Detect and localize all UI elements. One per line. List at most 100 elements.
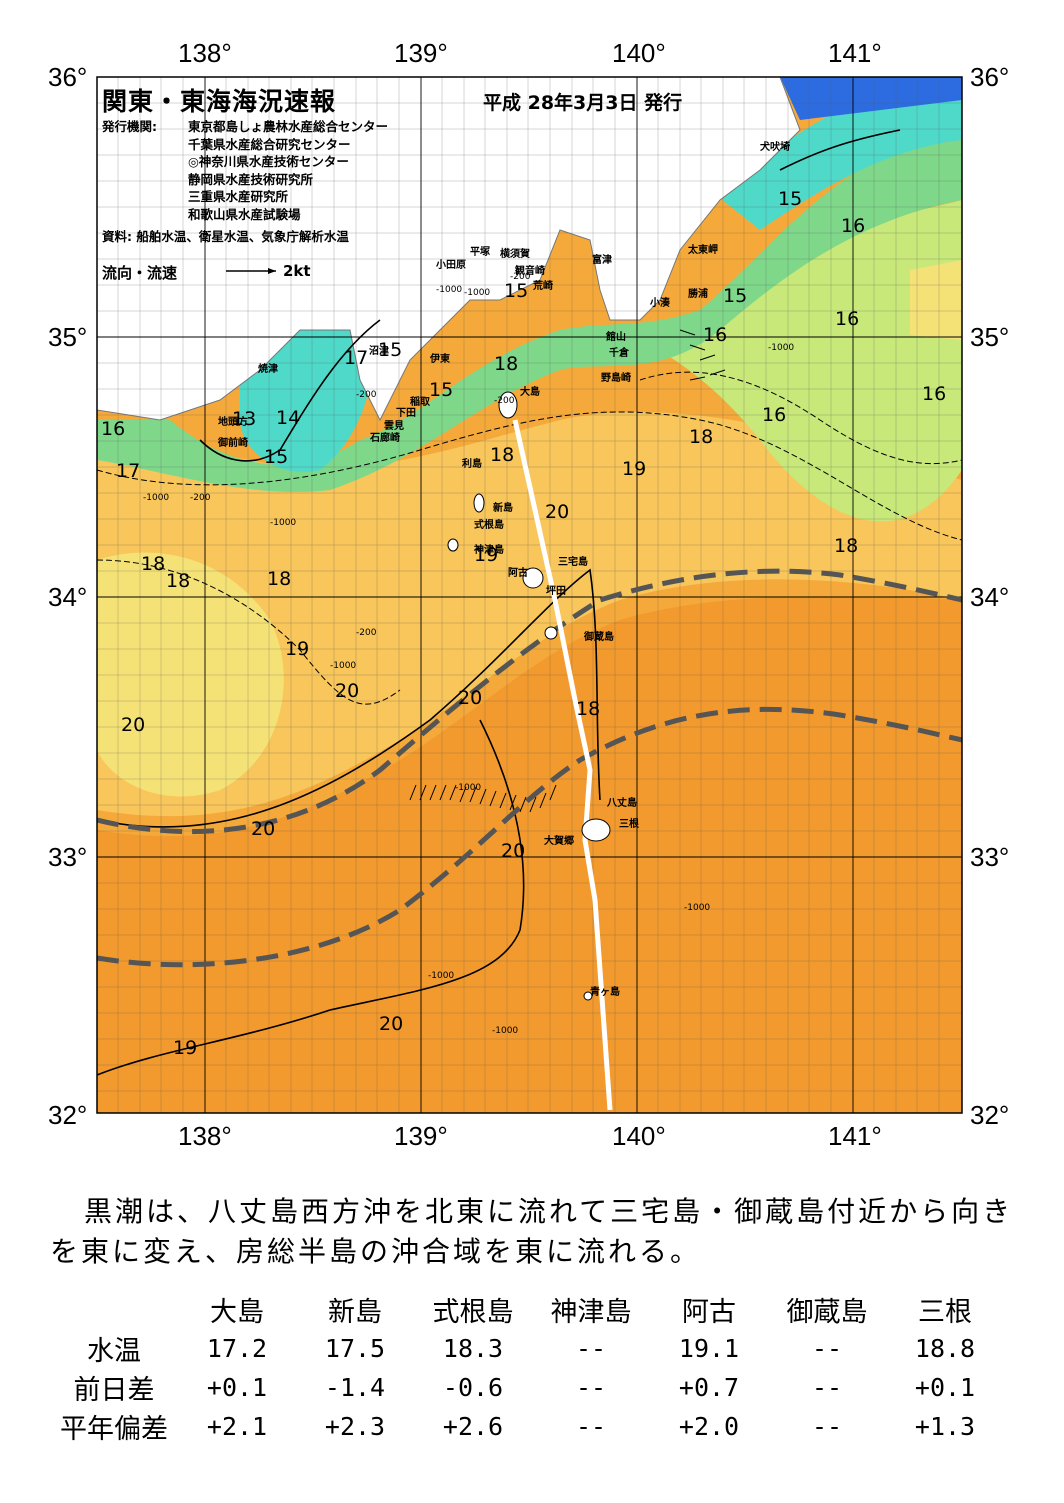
grid-lines [97, 77, 962, 1113]
place-label: 三根 [619, 817, 639, 830]
place-label: 小田原 [435, 258, 466, 271]
sea-temperature-map: 138° 139° 140° 141° 138° 139° 140° 141° … [48, 38, 1009, 1151]
depth-label: -1000 [436, 285, 462, 295]
place-label: 勝浦 [688, 287, 708, 300]
temp-zone-kuroshio [97, 596, 962, 1113]
isotherm-label: 19 [474, 544, 498, 566]
place-label: 地頭方 [218, 415, 248, 428]
depth-label: -200 [356, 628, 377, 638]
major-grid [97, 77, 962, 1113]
column-header: 式根島 [432, 1297, 514, 1328]
place-label: 観音崎 [515, 264, 545, 277]
place-label: 下田 [396, 407, 416, 419]
isotherm-label: 20 [379, 1013, 403, 1035]
lon-label-139: 139° [394, 38, 448, 68]
place-label: 犬吠埼 [760, 140, 790, 153]
isotherm-label: 15 [723, 285, 747, 307]
lat-label-35-right: 35° [970, 322, 1009, 352]
temperature-table: 大島 新島 式根島 神津島 阿古 御蔵島 三根 水温 17.2 17.5 18.3 --… [50, 1290, 1004, 1446]
place-label: 平塚 [470, 245, 490, 258]
lon-label-140-bottom: 140° [612, 1121, 666, 1151]
depth-label: -1000 [684, 903, 710, 913]
place-label: 青ヶ島 [590, 985, 620, 998]
depth-label: -1000 [492, 1026, 518, 1036]
isotherm-label: 18 [576, 698, 600, 720]
isotherm-label: 15 [504, 280, 528, 302]
isotherm-label: 20 [545, 501, 569, 523]
data-sources: 資料: 船舶水温、衛星水温、気象庁解析水温 [102, 229, 349, 244]
table-cell: +0.1 [914, 1373, 976, 1402]
column-header: 御蔵島 [786, 1297, 868, 1328]
column-header: 大島 [210, 1297, 264, 1328]
table-row: 水温 17.2 17.5 18.3 -- 19.1 -- 18.8 [50, 1329, 1004, 1368]
isotherm-label: 16 [101, 418, 125, 440]
table-cell: +1.3 [914, 1412, 976, 1441]
isotherm-label: 13 [232, 408, 256, 430]
depth-label: -1000 [143, 493, 169, 503]
place-label: 新島 [493, 501, 513, 514]
depth-label: -1000 [270, 518, 296, 528]
lat-label-36: 36° [48, 62, 87, 92]
isotherm-dashed [97, 371, 962, 705]
place-label: 大賀郷 [544, 834, 574, 847]
isotherm-label: 20 [121, 714, 145, 736]
ship-track [512, 419, 613, 1111]
place-label: 八丈島 [606, 796, 637, 809]
table-cell: -- [811, 1412, 843, 1441]
temp-zone-warm-patch [910, 260, 962, 340]
depth-label: -200 [356, 390, 377, 400]
table-cell: -0.6 [442, 1373, 504, 1402]
isotherm-label: 19 [622, 458, 646, 480]
temp-zone-18 [97, 552, 284, 797]
lat-label-32: 32° [48, 1100, 87, 1130]
table-cell: +2.6 [442, 1412, 504, 1441]
table-row: 前日差 +0.1 -1.4 -0.6 -- +0.7 -- +0.1 [50, 1368, 1004, 1407]
isotherm-label: 18 [834, 535, 858, 557]
lat-label-33: 33° [48, 842, 87, 872]
place-label: 焼津 [258, 362, 278, 375]
table-cell: +2.3 [324, 1412, 386, 1441]
map-frame [96, 76, 963, 1114]
org-label: 発行機関: [102, 119, 157, 134]
isotherm-label: 15 [264, 446, 288, 468]
place-label: 横須賀 [500, 247, 530, 260]
table-cell: -1.4 [324, 1373, 386, 1402]
place-label: 石廊崎 [369, 431, 400, 444]
isotherm-label: 17 [116, 460, 140, 482]
table-cell: -- [575, 1373, 607, 1402]
temp-zone-19 [97, 411, 962, 817]
column-header: 阿古 [682, 1297, 736, 1328]
place-label: 坪田 [546, 584, 566, 597]
row-label: 水温 [87, 1336, 141, 1367]
isotherm-label: 14 [276, 407, 300, 429]
place-label: 館山 [605, 330, 626, 343]
land-area [97, 77, 801, 422]
table-cell: 18.3 [442, 1334, 504, 1363]
lat-label-36-right: 36° [970, 62, 1009, 92]
isotherm-label: 20 [335, 680, 359, 702]
isotherm-label: 17 [344, 347, 368, 369]
table-cell: +2.0 [678, 1412, 740, 1441]
kuroshio-boundaries [97, 568, 962, 968]
isotherm-label: 18 [166, 570, 190, 592]
isotherm-label: 16 [703, 324, 727, 346]
table-cell: 17.5 [324, 1334, 386, 1363]
place-label: 三宅島 [558, 555, 588, 568]
place-label: 沼津 [369, 344, 389, 357]
place-label: 阿古 [508, 566, 528, 579]
column-header: 三根 [918, 1297, 972, 1328]
lat-label-34-right: 34° [970, 582, 1009, 612]
isotherm-label: 19 [173, 1037, 197, 1059]
depth-label: -1000 [428, 971, 454, 981]
isotherm-label: 18 [494, 353, 518, 375]
depth-label: -1000 [464, 288, 490, 298]
temp-zone-15 [97, 140, 962, 493]
map-title: 関東・東海海況速報 [102, 87, 337, 116]
issue-date: 平成 28年3月3日 発行 [483, 92, 683, 114]
lon-label-139-bottom: 139° [394, 1121, 448, 1151]
place-label: 富津 [592, 253, 612, 266]
place-label: 稲取 [410, 395, 431, 408]
isotherm-label: 19 [285, 638, 309, 660]
